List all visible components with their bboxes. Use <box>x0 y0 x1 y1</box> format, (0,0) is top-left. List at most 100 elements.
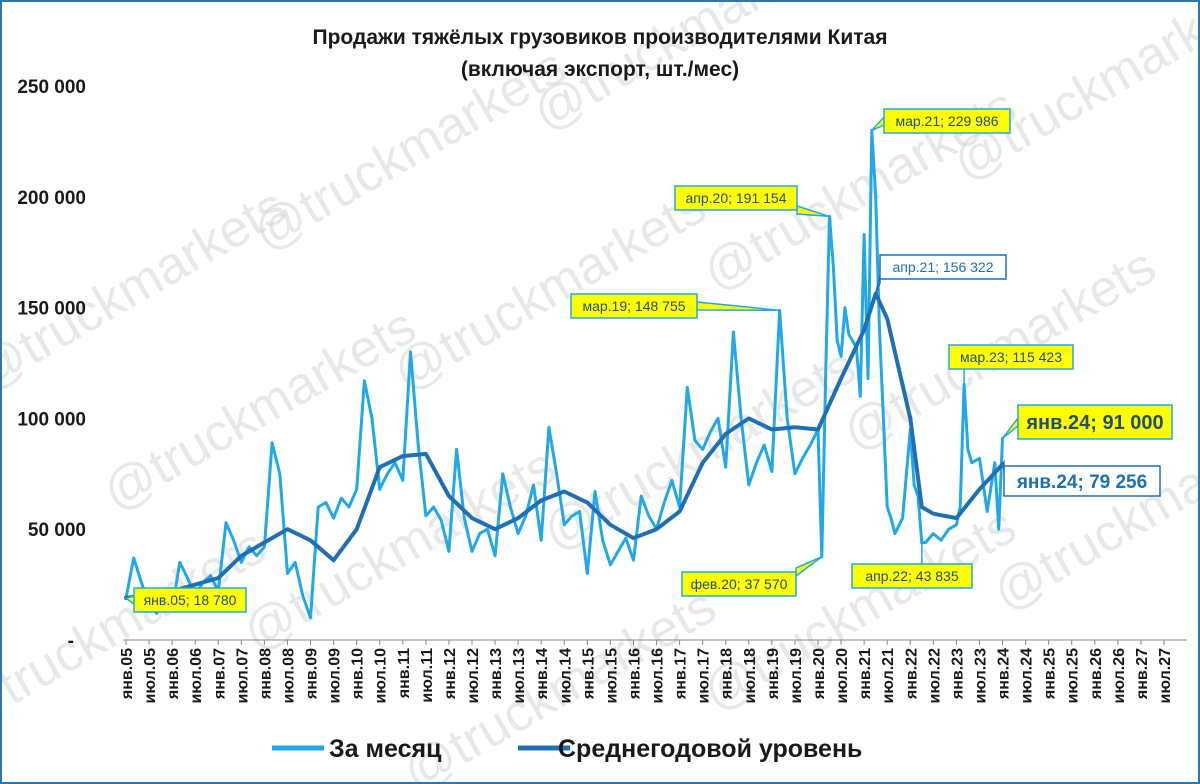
data-point <box>732 330 735 334</box>
data-point <box>540 499 543 502</box>
data-point <box>889 516 893 520</box>
data-point <box>716 417 720 420</box>
data-point <box>332 516 335 520</box>
data-point <box>939 539 943 542</box>
x-tick-label: июл.13 <box>511 648 528 704</box>
annotation-label: апр.22; 43 835 <box>865 568 958 584</box>
data-point <box>678 510 681 513</box>
data-point <box>709 430 712 433</box>
data-point <box>693 439 697 442</box>
data-point <box>340 496 343 500</box>
data-point <box>370 417 374 420</box>
x-tick-label: июл.26 <box>1111 648 1128 704</box>
annotation-box <box>1003 465 1161 497</box>
data-point <box>263 541 266 544</box>
data-point <box>378 488 381 491</box>
data-point <box>639 494 643 498</box>
data-point <box>955 516 958 520</box>
annotation-callout: мар.21; 229 986 <box>871 108 1011 134</box>
data-point <box>882 417 885 420</box>
data-point <box>255 554 258 557</box>
data-point <box>309 539 312 542</box>
data-point <box>836 339 839 343</box>
data-point <box>432 505 435 509</box>
x-tick-label: июл.07 <box>234 648 251 704</box>
annotation-label: янв.24; 79 256 <box>1016 472 1147 493</box>
data-point <box>601 539 604 542</box>
data-point <box>947 528 950 531</box>
data-point <box>793 472 797 475</box>
annotation-layer: янв.05; 18 780 фев.20; 37 570 мар.19; 148 … <box>124 108 1173 613</box>
legend: За месяц Среднегодовой уровень <box>272 735 862 763</box>
data-point <box>824 372 827 376</box>
data-point <box>447 494 451 498</box>
data-point <box>959 505 962 509</box>
data-point <box>493 528 497 531</box>
annotation-label: янв.05; 18 780 <box>144 592 237 608</box>
annotation-callout: апр.22; 43 835 <box>851 542 973 589</box>
x-tick-label: июл.25 <box>1065 648 1082 704</box>
data-point <box>317 505 320 509</box>
data-point <box>978 488 981 491</box>
x-tick-label: янв.13 <box>488 648 505 700</box>
data-point <box>966 448 970 451</box>
data-point <box>686 386 689 389</box>
data-point <box>670 479 674 482</box>
data-point <box>955 523 958 526</box>
chart-title-line-1: Продажи тяжёлых грузовиков производителя… <box>313 26 888 49</box>
annotation-label: мар.21; 229 986 <box>895 113 998 129</box>
data-point <box>839 355 843 358</box>
data-point <box>655 528 658 531</box>
data-point <box>424 452 428 456</box>
x-tick-label: янв.21 <box>857 648 874 700</box>
data-point <box>893 532 897 535</box>
data-point <box>224 521 228 524</box>
data-point <box>332 559 335 562</box>
data-point <box>993 461 997 464</box>
data-point <box>470 516 474 520</box>
data-point <box>997 528 1000 531</box>
x-tick-label: янв.18 <box>719 648 736 700</box>
watermark-text: @truckmarkets <box>2 517 276 742</box>
annotation-callout: мар.19; 148 755 <box>570 293 780 319</box>
data-point <box>424 514 428 518</box>
data-point <box>293 561 297 564</box>
x-tick-label: июл.10 <box>373 648 390 704</box>
x-tick-label: янв.12 <box>442 648 459 700</box>
data-point <box>843 306 847 309</box>
data-point <box>747 483 750 487</box>
x-tick-label: янв.19 <box>765 648 782 700</box>
data-point <box>724 465 727 469</box>
data-point <box>286 528 289 531</box>
annotation-leader <box>1001 415 1019 439</box>
y-tick-label: 200 000 <box>17 188 86 209</box>
annotation-box <box>674 185 798 211</box>
data-point <box>178 561 182 564</box>
data-point <box>901 516 904 520</box>
y-tick-label: 150 000 <box>17 299 86 320</box>
data-point <box>363 379 366 382</box>
x-tick-label: июл.12 <box>465 648 482 704</box>
data-point <box>263 545 266 549</box>
x-tick-label: июл.24 <box>1019 648 1036 704</box>
y-tick-label: 250 000 <box>17 77 86 98</box>
data-point <box>739 417 743 420</box>
data-point <box>301 594 305 597</box>
data-point <box>586 572 589 575</box>
data-point <box>609 563 612 566</box>
data-point <box>832 266 835 269</box>
data-point <box>801 457 804 460</box>
data-point <box>912 483 916 487</box>
x-tick-label: янв.17 <box>673 648 690 700</box>
data-point <box>909 417 912 420</box>
data-point <box>470 550 474 553</box>
x-tick-label: июл.17 <box>696 648 713 704</box>
annotation-callout: апр.20; 191 154 <box>674 185 830 218</box>
annotation-leader <box>795 556 823 578</box>
annotation-box <box>1017 404 1173 440</box>
data-point <box>932 532 935 535</box>
data-point <box>985 510 989 513</box>
annotation-box <box>681 571 797 597</box>
